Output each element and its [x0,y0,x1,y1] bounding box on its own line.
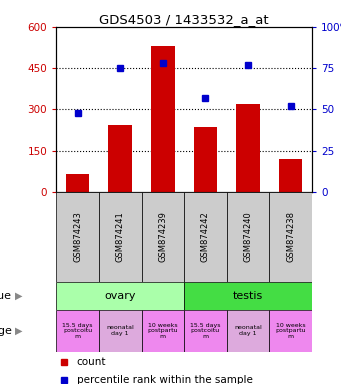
Bar [184,282,312,310]
Text: testis: testis [233,291,263,301]
Text: ▶: ▶ [15,291,23,301]
Text: percentile rank within the sample: percentile rank within the sample [77,374,253,384]
Text: 15.5 days
postcoitu
m: 15.5 days postcoitu m [190,323,221,339]
Text: count: count [77,357,106,367]
Bar [236,104,260,192]
Text: age: age [0,326,12,336]
Bar [151,46,175,192]
Text: GSM874239: GSM874239 [158,212,167,262]
Bar [194,127,217,192]
Text: GSM874240: GSM874240 [243,212,253,262]
Text: 10 weeks
postpartu
m: 10 weeks postpartu m [148,323,178,339]
Bar [184,192,227,282]
Text: neonatal
day 1: neonatal day 1 [106,325,134,336]
Bar [142,192,184,282]
Text: neonatal
day 1: neonatal day 1 [234,325,262,336]
Title: GDS4503 / 1433532_a_at: GDS4503 / 1433532_a_at [99,13,269,26]
Text: ▶: ▶ [15,326,23,336]
Text: GSM874242: GSM874242 [201,212,210,262]
Bar [99,310,142,352]
Text: ovary: ovary [104,291,136,301]
Text: tissue: tissue [0,291,12,301]
Bar [56,282,184,310]
Bar [108,124,132,192]
Text: 10 weeks
postpartu
m: 10 weeks postpartu m [276,323,306,339]
Bar [56,192,99,282]
Bar [142,310,184,352]
Bar [269,192,312,282]
Text: GSM874241: GSM874241 [116,212,125,262]
Bar [66,174,89,192]
Bar [99,192,142,282]
Bar [184,310,227,352]
Bar [56,310,99,352]
Bar [279,159,302,192]
Text: GSM874243: GSM874243 [73,212,82,262]
Bar [269,310,312,352]
Bar [227,310,269,352]
Bar [227,192,269,282]
Text: GSM874238: GSM874238 [286,212,295,262]
Text: 15.5 days
postcoitu
m: 15.5 days postcoitu m [62,323,93,339]
